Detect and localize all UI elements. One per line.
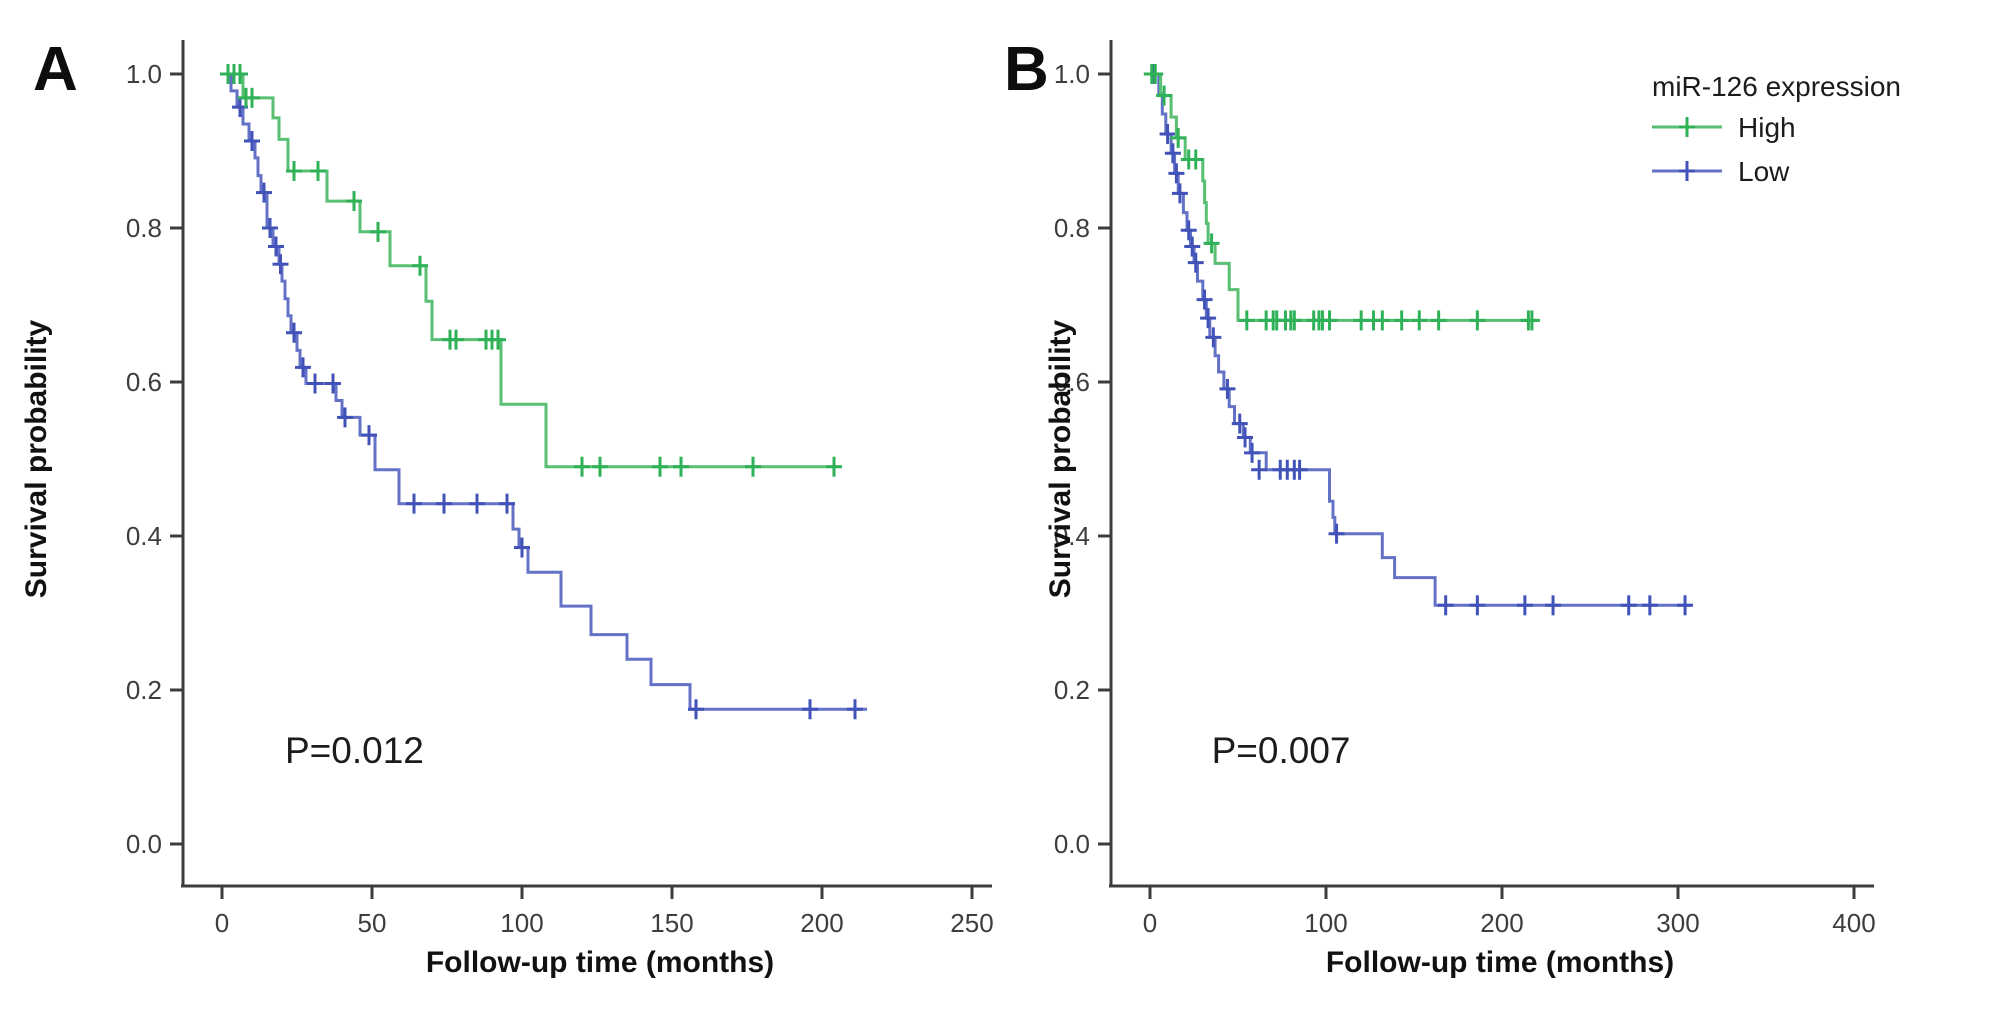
censor-marks-low	[1145, 64, 1694, 616]
y-tick-label: 0.6	[126, 367, 162, 397]
y-tick-label: 0.6	[1054, 367, 1090, 397]
y-tick-label: 0.2	[1054, 675, 1090, 705]
x-tick-label: 0	[1143, 908, 1157, 938]
km-curve-low	[1150, 72, 1691, 607]
x-tick-label: 150	[650, 908, 693, 938]
censor-marks-high	[220, 64, 842, 477]
y-tick-label: 0.8	[126, 213, 162, 243]
y-tick-label: 0.8	[1054, 213, 1090, 243]
x-tick-label: 200	[1480, 908, 1523, 938]
x-tick-label: 100	[500, 908, 543, 938]
y-tick-label: 0.4	[1054, 521, 1090, 551]
y-tick-label: 1.0	[1054, 59, 1090, 89]
y-tick-label: 0.4	[126, 521, 162, 551]
x-tick-label: 300	[1656, 908, 1699, 938]
y-tick-label: 0.2	[126, 675, 162, 705]
legend-title: miR-126 expression	[1652, 71, 1901, 102]
km-curve-low	[222, 72, 867, 711]
x-tick-label: 250	[950, 908, 993, 938]
y-tick-label: 0.0	[126, 829, 162, 859]
panel-a: 0 50 100 150 200 250 0.0 0.2 0.4 0.6 0.8 1.0 P=0.012…	[20, 35, 994, 979]
panel-b: 0 100 200 300 400 0.0 0.2 0.4 0.6 0.8 1.0 P=0.007 B F…	[1004, 35, 1876, 979]
x-tick-label: 0	[215, 908, 229, 938]
legend-item-low: Low	[1652, 156, 1790, 187]
x-tick-label: 400	[1832, 908, 1875, 938]
x-tick-label: 50	[358, 908, 387, 938]
x-tick-label: 200	[800, 908, 843, 938]
p-value-label: P=0.012	[285, 730, 424, 771]
censor-marks-low	[232, 97, 863, 720]
legend-item-high: High	[1652, 112, 1796, 143]
legend: miR-126 expression High Low	[1652, 71, 1901, 187]
y-tick-label: 1.0	[126, 59, 162, 89]
legend-item-label: High	[1738, 112, 1796, 143]
km-curve-high	[222, 72, 837, 469]
y-tick-label: 0.0	[1054, 829, 1090, 859]
censor-marks-high	[1143, 64, 1540, 331]
x-tick-label: 100	[1304, 908, 1347, 938]
p-value-label: P=0.007	[1212, 730, 1351, 771]
x-axis-title: Follow-up time (months)	[1326, 946, 1674, 979]
km-curve-high	[1150, 72, 1536, 322]
legend-item-label: Low	[1738, 156, 1790, 187]
panel-letter: B	[1004, 35, 1049, 104]
y-axis-title: Survival probability	[1044, 319, 1077, 598]
y-axis-title: Survival probability	[20, 319, 53, 598]
panel-letter: A	[33, 35, 78, 104]
x-axis-title: Follow-up time (months)	[426, 946, 774, 979]
